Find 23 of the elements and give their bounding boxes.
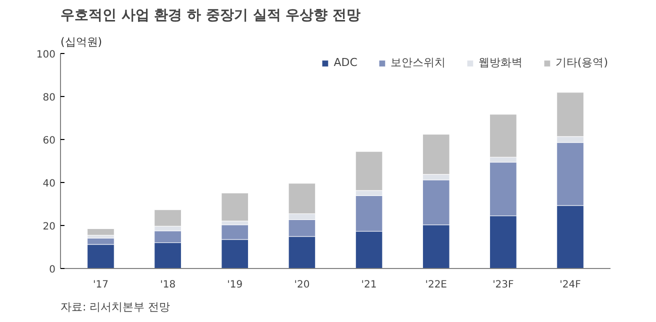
- x-tick-label: '19: [227, 280, 243, 290]
- y-tick-label: 80: [42, 92, 56, 104]
- x-tick-label: '20: [294, 280, 310, 290]
- text: 자료: 리서치본부 전망: [60, 300, 170, 314]
- x-tick-label: '21: [361, 280, 377, 290]
- y-tick-label: 40: [42, 178, 56, 190]
- x-tick-label: '17: [93, 280, 108, 290]
- legend-label: 웹방화벽: [478, 55, 522, 70]
- y-axis-title: (십억원): [60, 36, 102, 48]
- x-tick-label: '23F: [492, 280, 514, 290]
- legend-label: ADC: [334, 56, 358, 69]
- x-tick-label: '24F: [560, 280, 582, 290]
- bar: [221, 192, 249, 222]
- chart-title: 우호적인 사업 환경 하 중장기 실적 우상향 전망: [60, 8, 361, 24]
- x-tick-label: '18: [160, 280, 176, 290]
- bar: [87, 228, 114, 236]
- legend-label: 보안스위치: [390, 55, 446, 70]
- y-tick-label: 20: [42, 222, 56, 232]
- y-tick-label: 100: [36, 50, 56, 60]
- y-tick-label: 0: [49, 264, 56, 276]
- legend-label: 기타(용역): [555, 55, 608, 70]
- y-tick-label: 60: [42, 136, 56, 146]
- x-tick-label: '22E: [425, 280, 448, 290]
